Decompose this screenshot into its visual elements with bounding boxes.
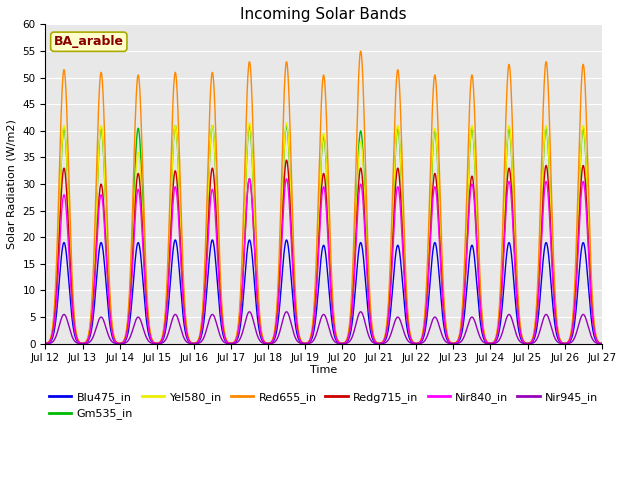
Blu475_in <box>108 333 116 339</box>
Blu475_in <box>598 341 605 347</box>
Nir840_in <box>598 341 605 347</box>
Redg715_in <box>568 327 576 333</box>
Blu475_in <box>255 324 262 330</box>
Yel580_in <box>544 136 552 142</box>
Red655_in <box>108 320 116 325</box>
X-axis label: Time: Time <box>310 365 337 375</box>
Gm535_in <box>544 139 552 144</box>
Blu475_in <box>568 333 576 339</box>
Nir945_in <box>544 313 552 319</box>
Title: Incoming Solar Bands: Incoming Solar Bands <box>240 7 407 22</box>
Yel580_in <box>108 324 116 330</box>
Redg715_in <box>255 313 262 319</box>
Redg715_in <box>544 174 552 180</box>
Blu475_in <box>172 237 179 243</box>
Redg715_in <box>283 157 291 163</box>
Redg715_in <box>547 221 554 227</box>
Nir840_in <box>108 329 116 335</box>
Nir945_in <box>246 309 253 315</box>
Nir945_in <box>108 339 116 345</box>
Red655_in <box>42 341 49 347</box>
Nir840_in <box>544 189 552 194</box>
Red655_in <box>356 48 364 54</box>
Legend: Blu475_in, Gm535_in, Yel580_in, Red655_in, Redg715_in, Nir840_in, Nir945_in: Blu475_in, Gm535_in, Yel580_in, Red655_i… <box>44 387 603 424</box>
Blu475_in <box>547 273 554 279</box>
Nir945_in <box>568 338 576 344</box>
Gm535_in <box>255 305 262 311</box>
Redg715_in <box>598 341 605 347</box>
Yel580_in <box>390 190 397 195</box>
Nir840_in <box>255 314 262 320</box>
Redg715_in <box>108 328 116 334</box>
Gm535_in <box>172 123 179 129</box>
Line: Nir840_in: Nir840_in <box>45 179 602 344</box>
Red655_in <box>390 151 397 156</box>
Nir945_in <box>598 341 605 347</box>
Gm535_in <box>390 192 397 197</box>
Red655_in <box>544 76 552 82</box>
Yel580_in <box>42 341 49 347</box>
Line: Yel580_in: Yel580_in <box>45 123 602 344</box>
Yel580_in <box>547 195 554 201</box>
Gm535_in <box>598 341 605 347</box>
Red655_in <box>568 319 576 325</box>
Gm535_in <box>568 324 576 330</box>
Y-axis label: Solar Radiation (W/m2): Solar Radiation (W/m2) <box>7 119 17 249</box>
Nir945_in <box>547 321 554 327</box>
Line: Red655_in: Red655_in <box>45 51 602 344</box>
Yel580_in <box>246 120 253 126</box>
Line: Redg715_in: Redg715_in <box>45 160 602 344</box>
Nir840_in <box>42 341 49 347</box>
Nir840_in <box>246 176 253 181</box>
Nir840_in <box>390 232 397 238</box>
Nir840_in <box>568 328 576 334</box>
Blu475_in <box>390 273 397 278</box>
Nir945_in <box>42 341 49 347</box>
Gm535_in <box>42 341 49 347</box>
Redg715_in <box>42 341 49 347</box>
Text: BA_arable: BA_arable <box>54 35 124 48</box>
Redg715_in <box>390 219 397 225</box>
Blu475_in <box>544 246 552 252</box>
Red655_in <box>255 293 262 299</box>
Yel580_in <box>255 305 262 311</box>
Line: Blu475_in: Blu475_in <box>45 240 602 344</box>
Red655_in <box>598 341 605 347</box>
Line: Nir945_in: Nir945_in <box>45 312 602 344</box>
Line: Gm535_in: Gm535_in <box>45 126 602 344</box>
Yel580_in <box>568 324 576 329</box>
Nir840_in <box>547 232 554 238</box>
Gm535_in <box>108 324 116 330</box>
Blu475_in <box>42 341 49 347</box>
Nir945_in <box>390 323 397 328</box>
Yel580_in <box>598 341 605 347</box>
Gm535_in <box>547 196 554 202</box>
Nir945_in <box>255 336 262 341</box>
Red655_in <box>547 152 554 158</box>
